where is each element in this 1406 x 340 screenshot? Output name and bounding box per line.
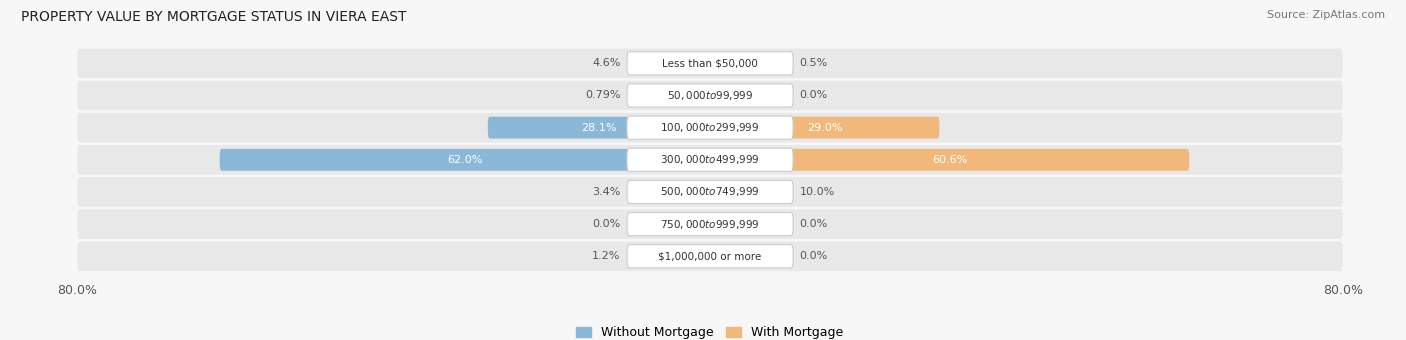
- FancyBboxPatch shape: [77, 145, 1343, 175]
- Text: $1,000,000 or more: $1,000,000 or more: [658, 251, 762, 261]
- Text: 0.0%: 0.0%: [800, 90, 828, 101]
- FancyBboxPatch shape: [700, 245, 710, 267]
- FancyBboxPatch shape: [683, 181, 710, 203]
- FancyBboxPatch shape: [673, 52, 710, 74]
- FancyBboxPatch shape: [488, 117, 710, 139]
- Text: $500,000 to $749,999: $500,000 to $749,999: [661, 185, 759, 199]
- FancyBboxPatch shape: [710, 181, 789, 203]
- FancyBboxPatch shape: [77, 177, 1343, 207]
- Text: $300,000 to $499,999: $300,000 to $499,999: [661, 153, 759, 166]
- Text: 60.6%: 60.6%: [932, 155, 967, 165]
- Text: 29.0%: 29.0%: [807, 123, 842, 133]
- FancyBboxPatch shape: [710, 149, 1189, 171]
- Text: 3.4%: 3.4%: [592, 187, 620, 197]
- FancyBboxPatch shape: [627, 116, 793, 139]
- FancyBboxPatch shape: [77, 241, 1343, 271]
- FancyBboxPatch shape: [219, 149, 710, 171]
- FancyBboxPatch shape: [710, 52, 714, 74]
- Text: Source: ZipAtlas.com: Source: ZipAtlas.com: [1267, 10, 1385, 20]
- FancyBboxPatch shape: [704, 85, 710, 106]
- Text: Less than $50,000: Less than $50,000: [662, 58, 758, 68]
- FancyBboxPatch shape: [77, 209, 1343, 239]
- FancyBboxPatch shape: [627, 84, 793, 107]
- Text: 0.5%: 0.5%: [800, 58, 828, 68]
- Text: 1.2%: 1.2%: [592, 251, 620, 261]
- FancyBboxPatch shape: [627, 181, 793, 204]
- FancyBboxPatch shape: [710, 117, 939, 139]
- Text: $750,000 to $999,999: $750,000 to $999,999: [661, 218, 759, 231]
- Text: 4.6%: 4.6%: [592, 58, 620, 68]
- Text: 0.0%: 0.0%: [800, 251, 828, 261]
- FancyBboxPatch shape: [77, 113, 1343, 142]
- FancyBboxPatch shape: [627, 148, 793, 171]
- FancyBboxPatch shape: [77, 49, 1343, 78]
- Text: 62.0%: 62.0%: [447, 155, 482, 165]
- FancyBboxPatch shape: [77, 81, 1343, 110]
- Text: 0.0%: 0.0%: [800, 219, 828, 229]
- FancyBboxPatch shape: [627, 245, 793, 268]
- FancyBboxPatch shape: [627, 52, 793, 75]
- Legend: Without Mortgage, With Mortgage: Without Mortgage, With Mortgage: [576, 326, 844, 339]
- Text: 28.1%: 28.1%: [581, 123, 617, 133]
- FancyBboxPatch shape: [627, 212, 793, 236]
- Text: $100,000 to $299,999: $100,000 to $299,999: [661, 121, 759, 134]
- Text: $50,000 to $99,999: $50,000 to $99,999: [666, 89, 754, 102]
- Text: 0.0%: 0.0%: [592, 219, 620, 229]
- Text: 0.79%: 0.79%: [585, 90, 620, 101]
- Text: PROPERTY VALUE BY MORTGAGE STATUS IN VIERA EAST: PROPERTY VALUE BY MORTGAGE STATUS IN VIE…: [21, 10, 406, 24]
- Text: 10.0%: 10.0%: [800, 187, 835, 197]
